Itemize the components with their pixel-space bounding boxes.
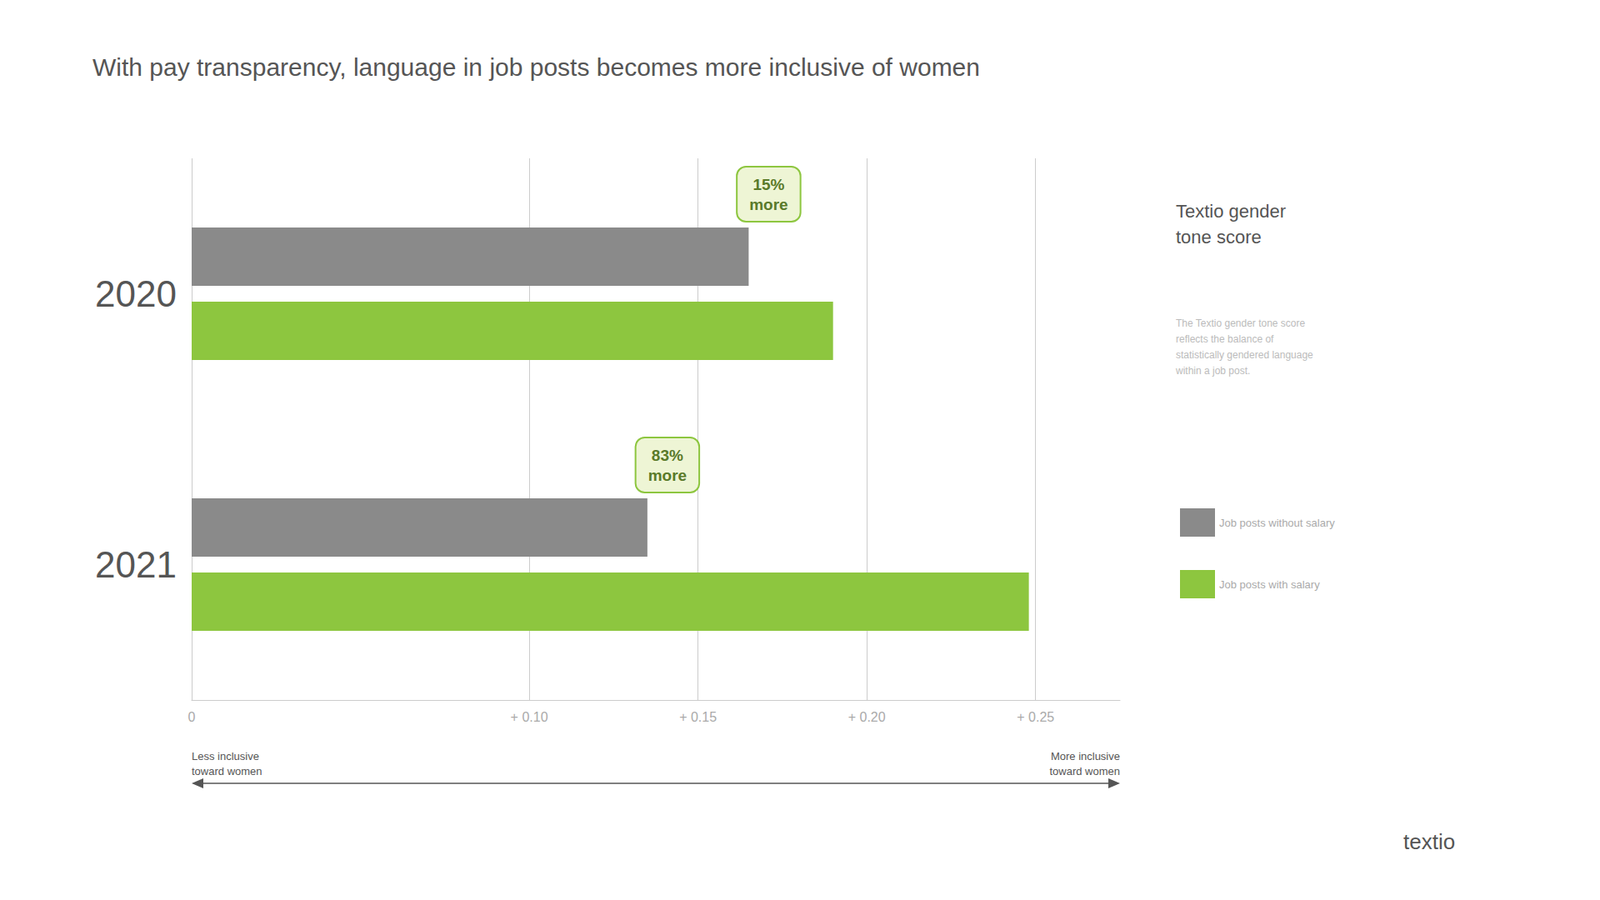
svg-text:+ 0.15: + 0.15: [679, 710, 717, 725]
svg-text:Less inclusive: Less inclusive: [191, 750, 260, 763]
svg-text:15%: 15%: [752, 175, 785, 194]
svg-text:tone score: tone score: [1175, 226, 1262, 248]
svg-text:toward women: toward women: [191, 765, 263, 778]
svg-text:+ 0.20: + 0.20: [848, 710, 886, 725]
svg-text:2020: 2020: [95, 273, 177, 315]
svg-text:statistically gendered languag: statistically gendered language: [1175, 349, 1314, 361]
svg-text:reflects the balance of: reflects the balance of: [1175, 333, 1275, 345]
svg-text:The Textio gender tone score: The Textio gender tone score: [1175, 317, 1306, 330]
svg-text:0: 0: [188, 710, 196, 725]
svg-text:Job posts with salary: Job posts with salary: [1219, 578, 1320, 591]
svg-text:+ 0.10: + 0.10: [510, 710, 549, 725]
svg-text:2021: 2021: [95, 544, 177, 585]
svg-text:within a job post.: within a job post.: [1175, 365, 1250, 377]
svg-text:With pay transparency, languag: With pay transparency, language in job p…: [92, 53, 980, 81]
svg-text:More inclusive: More inclusive: [1050, 750, 1120, 763]
svg-text:more: more: [648, 466, 687, 485]
svg-text:Job posts without salary: Job posts without salary: [1219, 516, 1335, 530]
svg-text:83%: 83%: [651, 446, 684, 465]
svg-text:toward women: toward women: [1049, 765, 1120, 778]
svg-text:Textio gender: Textio gender: [1175, 200, 1286, 222]
svg-text:more: more: [749, 195, 788, 214]
svg-text:textio: textio: [1403, 829, 1455, 855]
svg-text:+ 0.25: + 0.25: [1016, 710, 1055, 725]
